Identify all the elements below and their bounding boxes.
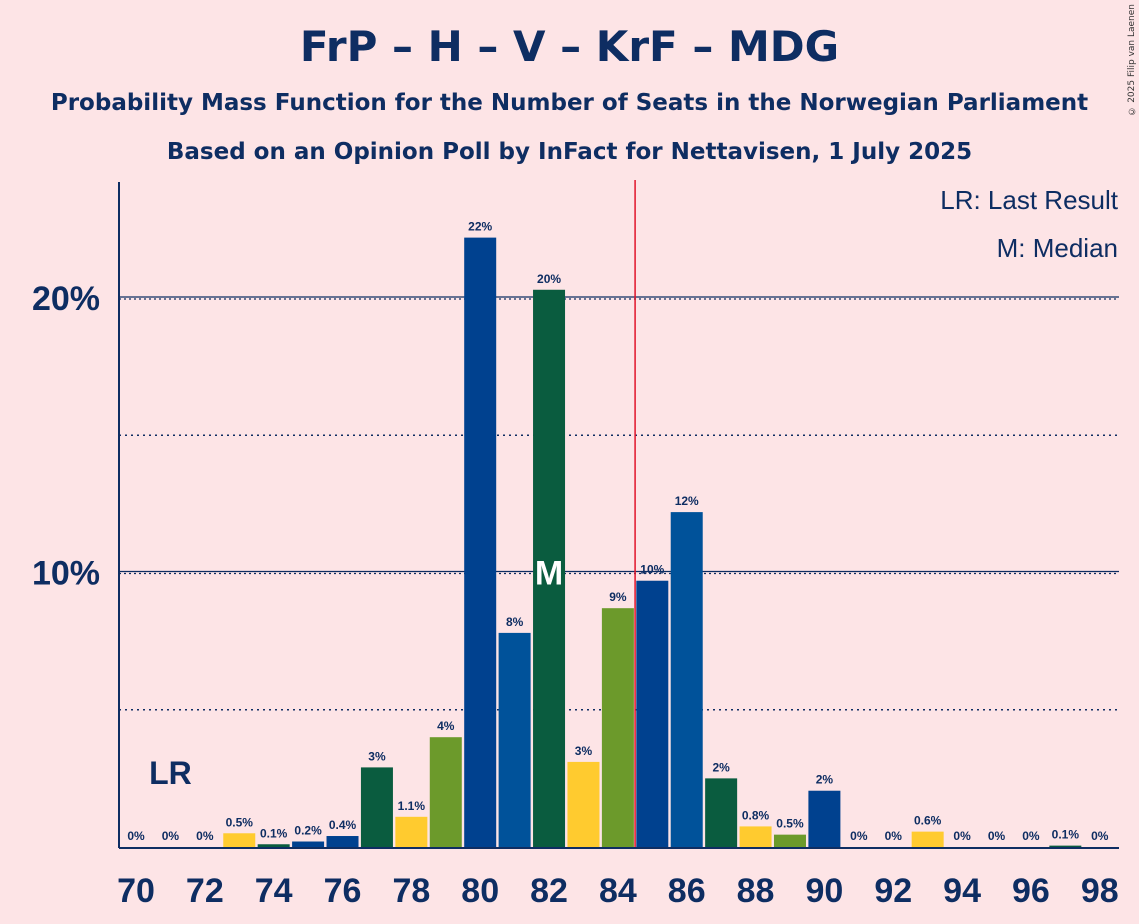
bar-seat-76 — [326, 836, 359, 847]
x-tick-label: 80 — [461, 872, 499, 910]
bar-seat-78 — [395, 816, 428, 847]
last-result-marker: LR — [149, 755, 192, 791]
bar-seat-73 — [223, 833, 256, 847]
x-tick-label: 72 — [186, 872, 224, 910]
y-tick-label: 20% — [32, 280, 100, 318]
bar-seat-74 — [257, 844, 290, 847]
data-label: 0% — [162, 829, 180, 843]
legend-median: M: Median — [997, 233, 1118, 263]
axes: 10% 20% 70 72 74 76 78 80 82 84 86 88 90 92 94 96 98 — [32, 180, 1119, 910]
data-label: 10% — [640, 563, 664, 577]
data-label: 0.8% — [742, 808, 770, 822]
data-label: 8% — [506, 615, 524, 629]
data-label: 0.1% — [260, 826, 288, 840]
x-tick-label: 78 — [392, 872, 430, 910]
data-label: 3% — [575, 744, 593, 758]
bar-seat-86 — [670, 512, 703, 847]
bar-seat-88 — [739, 826, 772, 847]
data-label: 3% — [368, 749, 386, 763]
bar-seat-85 — [636, 580, 669, 847]
legend-last-result: LR: Last Result — [940, 185, 1119, 215]
data-label: 0% — [885, 829, 903, 843]
x-tick-label: 90 — [805, 872, 843, 910]
data-label: 20% — [537, 272, 561, 286]
y-tick-label: 10% — [32, 555, 100, 593]
x-tick-label: 98 — [1081, 872, 1119, 910]
data-label: 0% — [127, 829, 145, 843]
median-marker: M — [535, 555, 563, 593]
bar-seat-97 — [1049, 845, 1082, 847]
bar-seat-90 — [808, 790, 841, 847]
bar-seat-87 — [705, 778, 738, 847]
bar-seat-77 — [360, 767, 393, 847]
bar-seat-83 — [567, 761, 600, 847]
data-label: 0% — [850, 829, 868, 843]
chart-title: FrP – H – V – KrF – MDG — [299, 22, 840, 71]
data-label: 2% — [712, 760, 730, 774]
legend: LR: Last Result M: Median — [940, 185, 1119, 263]
chart-subtitle-2: Based on an Opinion Poll by InFact for N… — [166, 139, 973, 165]
x-tick-label: 84 — [599, 872, 637, 910]
chart-subtitle-1: Probability Mass Function for the Number… — [50, 90, 1089, 116]
bar-seat-75 — [292, 841, 325, 847]
x-tick-label: 92 — [874, 872, 912, 910]
x-tick-label: 76 — [324, 872, 362, 910]
x-tick-label: 70 — [117, 872, 155, 910]
x-tick-label: 86 — [668, 872, 706, 910]
x-tick-label: 96 — [1012, 872, 1050, 910]
bar-seat-79 — [429, 737, 462, 847]
bar-seat-89 — [773, 834, 806, 847]
x-tick-label: 88 — [737, 872, 775, 910]
data-label: 22% — [468, 220, 492, 234]
data-label: 0.5% — [776, 817, 804, 831]
data-label: 0% — [1091, 829, 1109, 843]
data-label: 12% — [675, 494, 699, 508]
data-label: 0% — [953, 829, 971, 843]
x-tick-label: 82 — [530, 872, 568, 910]
data-label: 0.1% — [1052, 828, 1080, 842]
bar-seat-84 — [601, 608, 634, 847]
data-label: 0% — [1022, 829, 1040, 843]
data-label: 0.2% — [294, 824, 322, 838]
data-label: 2% — [816, 773, 834, 787]
data-labels: 0% 0% 0% 0.5% 0.1% 0.2% 0.4% 3% 1.1% 4% 22% 8% 20% 3%… — [127, 220, 1108, 843]
x-tick-label: 94 — [943, 872, 981, 910]
data-label: 0.4% — [329, 818, 357, 832]
data-label: 0% — [196, 829, 214, 843]
data-label: 0.5% — [226, 815, 254, 829]
data-label: 9% — [609, 590, 627, 604]
bar-seat-82 — [533, 289, 566, 847]
x-tick-label: 74 — [255, 872, 293, 910]
bar-seat-81 — [498, 632, 531, 847]
data-label: 0% — [988, 829, 1006, 843]
data-label: 0.6% — [914, 814, 942, 828]
data-label: 4% — [437, 719, 455, 733]
bar-seat-93 — [911, 831, 944, 847]
data-label: 1.1% — [398, 799, 426, 813]
bars — [223, 237, 1082, 848]
bar-seat-80 — [464, 237, 497, 848]
